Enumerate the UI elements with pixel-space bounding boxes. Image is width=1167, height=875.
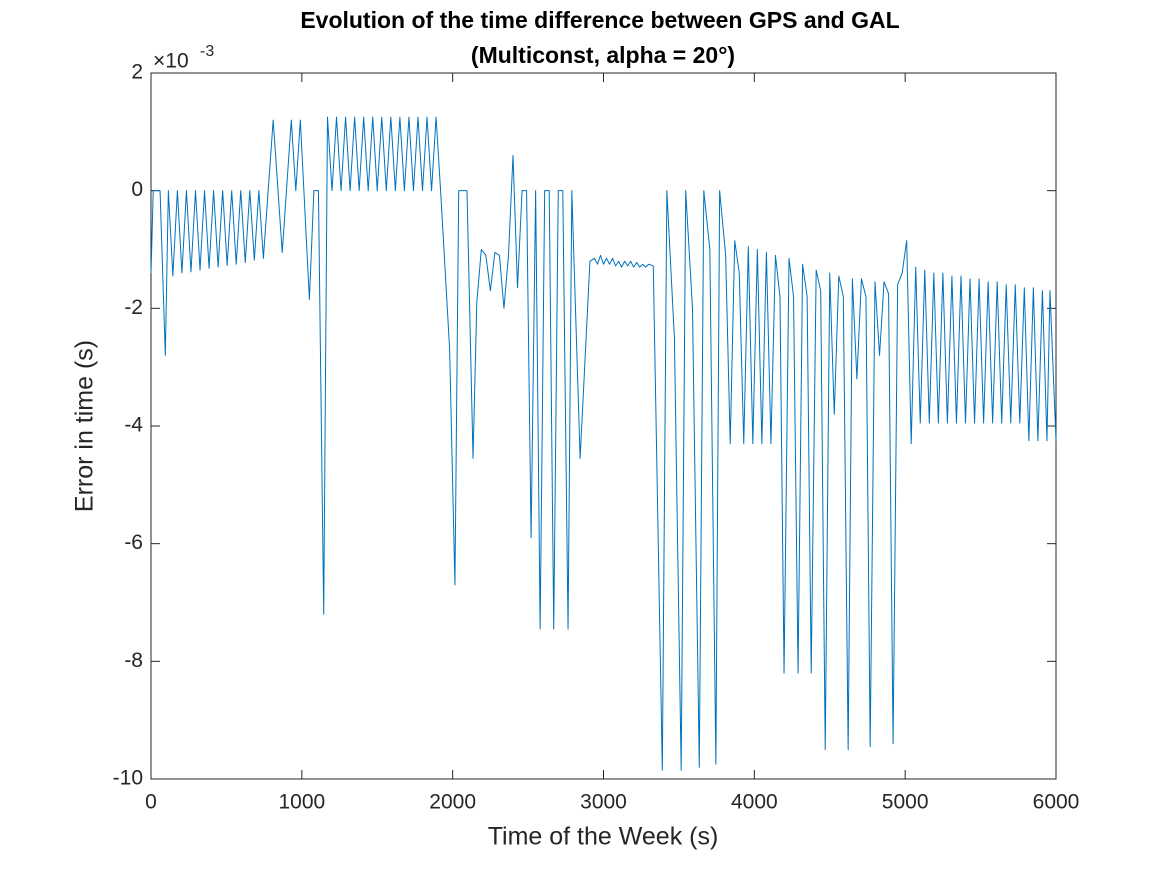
y-tick-label: -10 <box>113 767 143 790</box>
y-tick-label: -6 <box>124 531 143 554</box>
x-axis-label: Time of the Week (s) <box>488 823 719 851</box>
x-tick-label: 2000 <box>429 791 476 814</box>
y-axis-label: Error in time (s) <box>71 340 99 512</box>
x-tick-label: 1000 <box>278 791 325 814</box>
y-tick-label: -2 <box>124 296 143 319</box>
chart-title: Evolution of the time difference between… <box>300 7 899 33</box>
y-tick-label: -8 <box>124 649 143 672</box>
y-tick-label: 2 <box>131 61 143 84</box>
x-tick-label: 3000 <box>580 791 627 814</box>
x-tick-label: 0 <box>145 791 157 814</box>
x-tick-label: 5000 <box>882 791 929 814</box>
y-multiplier: ×10 <box>153 50 189 73</box>
y-tick-label: -4 <box>124 414 143 437</box>
x-tick-label: 4000 <box>731 791 778 814</box>
x-tick-label: 6000 <box>1033 791 1080 814</box>
chart-subtitle: (Multiconst, alpha = 20°) <box>471 42 735 68</box>
y-exponent: -3 <box>200 43 214 60</box>
data-line <box>150 116 1057 771</box>
y-tick-label: 0 <box>131 178 143 201</box>
